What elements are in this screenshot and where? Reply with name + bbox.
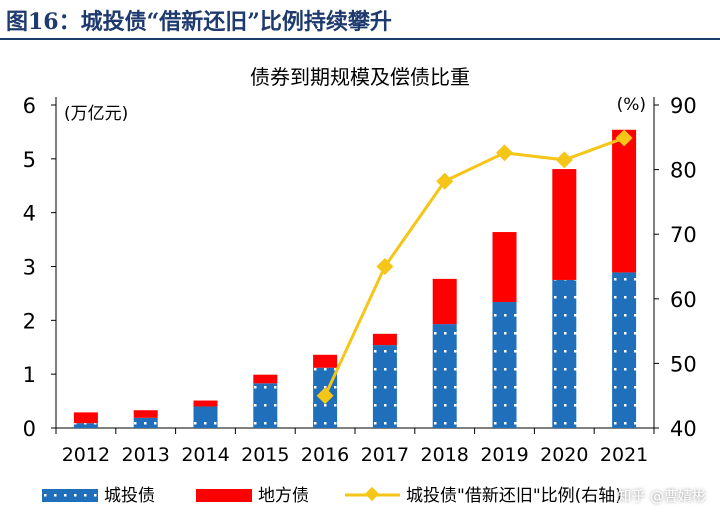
- x-tick-label: 2016: [301, 444, 349, 466]
- bar-chengtou-2019: [492, 302, 517, 428]
- y2-tick-label: 90: [670, 94, 697, 118]
- x-tick-label: 2019: [480, 444, 528, 466]
- line-point: [555, 151, 573, 169]
- chart-title: 债券到期规模及偿债比重: [250, 65, 470, 89]
- y-tick-label: 3: [23, 256, 36, 280]
- x-tick-label: 2014: [181, 444, 229, 466]
- bar-chengtou-2018: [432, 324, 457, 428]
- line-point: [496, 144, 513, 162]
- x-tick-label: 2021: [600, 444, 648, 466]
- bar-chengtou-2017: [372, 345, 397, 428]
- bar-difang-2012: [73, 412, 98, 424]
- y2-axis-label: (%): [617, 95, 646, 115]
- x-tick-label: 2017: [361, 444, 409, 466]
- legend-swatch-difang: [196, 489, 252, 502]
- x-tick-label: 2012: [62, 444, 110, 466]
- watermark: 知乎 @曹婧彬: [617, 489, 706, 505]
- x-tick-label: 2020: [540, 444, 588, 466]
- bar-difang-2018: [432, 278, 457, 325]
- y2-tick-label: 60: [670, 288, 697, 312]
- bar-difang-2021: [612, 129, 637, 273]
- x-tick-label: 2013: [122, 444, 170, 466]
- legend-marker: [364, 486, 380, 502]
- line-point: [316, 387, 334, 405]
- y2-tick-label: 80: [670, 159, 697, 183]
- legend-swatch-chengtou: [42, 489, 98, 502]
- bar-chengtou-2014: [193, 406, 218, 428]
- x-tick-label: 2015: [241, 444, 289, 466]
- y-tick-label: 6: [23, 94, 36, 118]
- bar-chengtou-2015: [253, 383, 278, 428]
- x-tick-label: 2018: [421, 444, 469, 466]
- bar-chengtou-2013: [133, 417, 158, 428]
- line-point: [376, 258, 394, 275]
- bar-chengtou-2020: [552, 279, 577, 428]
- bar-difang-2014: [193, 400, 218, 407]
- legend-label-difang: 地方债: [258, 486, 309, 506]
- bar-difang-2016: [313, 354, 338, 368]
- y-tick-label: 4: [23, 202, 36, 226]
- y2-tick-label: 50: [670, 352, 697, 376]
- bar-chengtou-2021: [612, 272, 637, 428]
- y-tick-label: 0: [23, 417, 36, 441]
- legend-label-ratio: 城投债"借新还旧"比例(右轴): [406, 486, 622, 506]
- bar-difang-2020: [552, 169, 577, 280]
- bar-difang-2017: [372, 333, 397, 346]
- title-rule: [0, 38, 720, 40]
- line-ratio: [323, 136, 625, 397]
- y-tick-label: 1: [23, 363, 36, 387]
- line-point: [615, 129, 633, 147]
- line-point: [436, 172, 454, 190]
- bar-difang-2013: [133, 410, 158, 418]
- figure-title: 图16：城投债“借新还旧”比例持续攀升: [6, 9, 392, 35]
- y-axis-label: (万亿元): [64, 104, 128, 124]
- y2-tick-label: 70: [670, 223, 697, 247]
- y-tick-label: 5: [23, 148, 36, 172]
- bar-chengtou-2012: [73, 423, 98, 428]
- legend-label-chengtou: 城投债: [104, 486, 155, 506]
- bar-difang-2015: [253, 374, 278, 384]
- bar-difang-2019: [492, 232, 517, 303]
- y2-tick-label: 40: [670, 417, 697, 441]
- y-tick-label: 2: [23, 309, 36, 333]
